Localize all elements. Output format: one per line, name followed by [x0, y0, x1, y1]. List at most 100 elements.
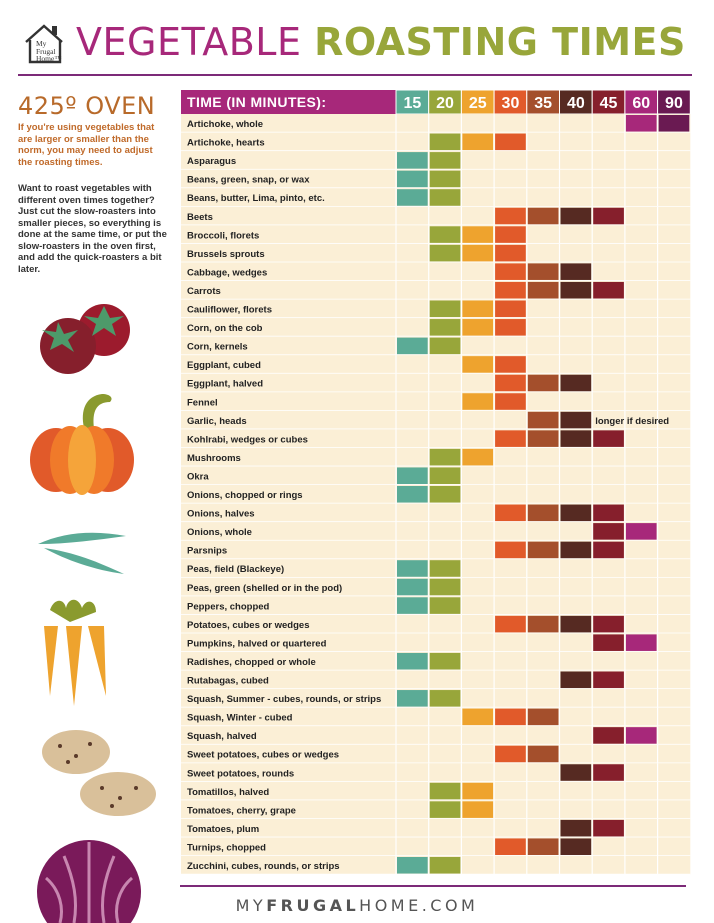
- time-cell: [527, 708, 559, 726]
- combining-tip: Want to roast vegetables with different …: [18, 183, 167, 275]
- time-cell: [527, 504, 559, 522]
- time-cell: [560, 430, 592, 447]
- time-cell: [462, 319, 494, 336]
- time-cell: [593, 430, 624, 447]
- red-cabbage-icon: [37, 840, 141, 923]
- time-cell: [560, 615, 592, 633]
- time-cell: [429, 170, 461, 188]
- time-cell: [429, 652, 461, 670]
- time-cell: [397, 152, 428, 169]
- time-cell: [495, 708, 526, 726]
- row-background: [181, 707, 691, 727]
- time-cell: [625, 727, 657, 744]
- bottom-divider: [180, 885, 686, 887]
- time-cell: [593, 634, 624, 651]
- top-divider: [18, 74, 692, 76]
- vegetable-label: Mushrooms: [187, 453, 241, 464]
- vegetable-label: Onions, halves: [187, 509, 255, 520]
- time-cell: [593, 541, 624, 559]
- time-cell: [658, 115, 690, 132]
- pumpkin-icon: [30, 394, 134, 495]
- vegetable-label: Eggplant, halved: [187, 379, 263, 390]
- row-note: longer if desired: [595, 416, 669, 427]
- time-cell: [527, 541, 559, 559]
- time-cell: [560, 504, 592, 522]
- time-cell: [429, 690, 461, 707]
- row-background: [181, 355, 691, 374]
- time-cell: [560, 819, 592, 837]
- time-cell: [593, 504, 624, 522]
- time-cell: [429, 189, 461, 206]
- time-cell: [560, 281, 592, 299]
- row-background: [181, 633, 691, 652]
- vegetable-label: Sweet potatoes, cubes or wedges: [187, 750, 339, 761]
- carrots-icon: [44, 599, 106, 706]
- time-cell: [429, 448, 461, 466]
- vegetable-label: Cauliflower, florets: [187, 305, 272, 316]
- time-tick-label: 60: [632, 95, 650, 112]
- row-background: [181, 522, 691, 541]
- time-cell: [462, 708, 494, 726]
- vegetable-label: Rutabagas, cubed: [187, 676, 269, 687]
- time-tick-label: 90: [665, 95, 683, 112]
- vegetable-label: Kohlrabi, wedges or cubes: [187, 434, 308, 445]
- time-cell: [429, 319, 461, 336]
- green-beans-icon: [38, 532, 126, 574]
- time-cell: [397, 597, 428, 614]
- time-header-cell: [460, 89, 495, 115]
- time-cell: [527, 207, 559, 225]
- time-cell: [429, 244, 461, 262]
- time-cell: [397, 578, 428, 596]
- vegetable-label: Sweet potatoes, rounds: [187, 768, 294, 779]
- time-tick-label: 45: [600, 95, 618, 112]
- time-cell: [462, 801, 494, 818]
- header-label-bg: [181, 90, 396, 114]
- title-part1: VEGETABLE: [76, 20, 302, 64]
- time-cell: [527, 281, 559, 299]
- time-cell: [560, 374, 592, 392]
- time-cell: [560, 263, 592, 280]
- time-cell: [397, 652, 428, 670]
- time-cell: [593, 523, 624, 540]
- vegetable-label: Tomatillos, halved: [187, 787, 269, 798]
- time-cell: [625, 115, 657, 132]
- time-cell: [462, 133, 494, 151]
- time-cell: [527, 263, 559, 280]
- time-cell: [593, 615, 624, 633]
- vegetable-label: Okra: [187, 471, 209, 482]
- vegetable-label: Peppers, chopped: [187, 601, 270, 612]
- time-cell: [462, 448, 494, 466]
- time-cell: [560, 411, 592, 429]
- time-cell: [527, 374, 559, 392]
- time-cell: [495, 207, 526, 225]
- time-cell: [495, 133, 526, 151]
- time-cell: [593, 207, 624, 225]
- vegetable-label: Squash, Summer - cubes, rounds, or strip…: [187, 694, 381, 705]
- time-cell: [560, 764, 592, 781]
- time-cell: [462, 300, 494, 318]
- time-header-cell: [624, 89, 659, 115]
- time-cell: [429, 801, 461, 818]
- time-cell: [495, 541, 526, 559]
- time-cell: [429, 486, 461, 503]
- row-background: [181, 114, 691, 133]
- time-header-cell: [657, 89, 691, 115]
- time-cell: [495, 745, 526, 763]
- time-cell: [593, 671, 624, 689]
- vegetable-label: Tomatoes, plum: [187, 824, 259, 835]
- time-cell: [560, 207, 592, 225]
- row-background: [181, 744, 691, 764]
- house-logo-icon: [25, 24, 63, 64]
- vegetable-label: Pumpkins, halved or quartered: [187, 638, 327, 649]
- row-background: [181, 392, 691, 411]
- time-cell: [495, 319, 526, 336]
- time-cell: [495, 393, 526, 410]
- time-cell: [462, 356, 494, 373]
- time-cell: [527, 745, 559, 763]
- vegetable-label: Asparagus: [187, 156, 236, 167]
- time-cell: [527, 615, 559, 633]
- vegetable-label: Potatoes, cubes or wedges: [187, 620, 309, 631]
- time-cell: [527, 411, 559, 429]
- potatoes-icon: [42, 730, 156, 816]
